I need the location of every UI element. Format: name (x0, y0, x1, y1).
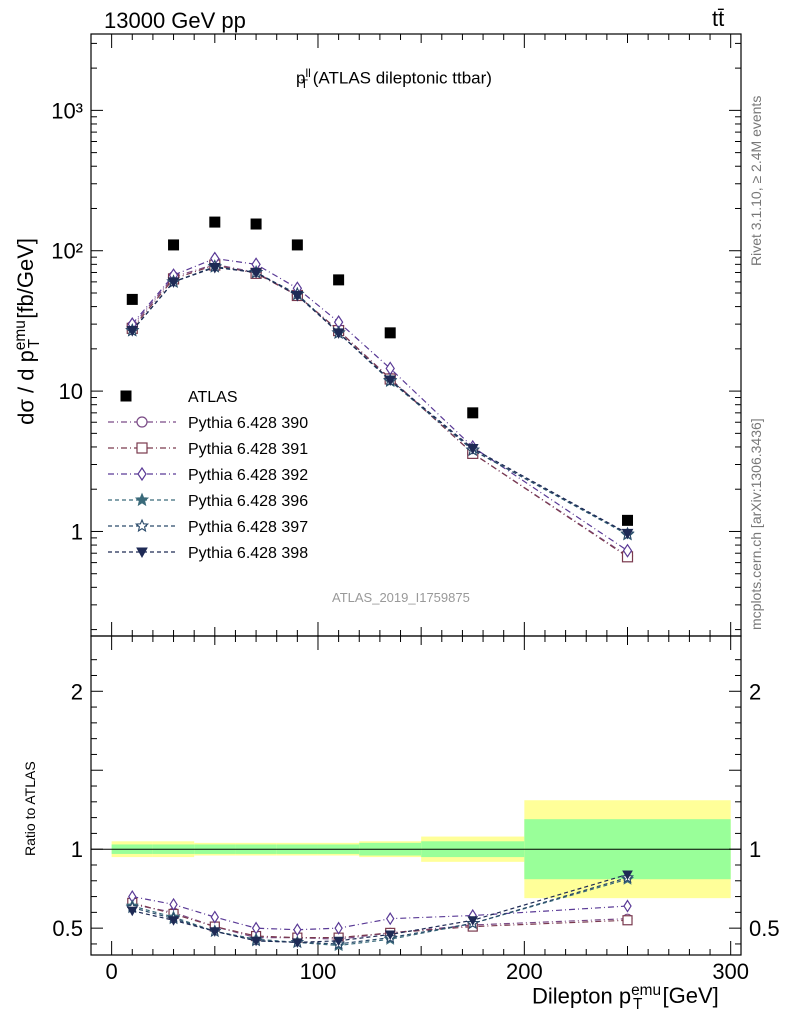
triangle-marker (250, 267, 262, 279)
title-main: p (296, 68, 306, 88)
x-tick-label: 200 (506, 959, 543, 984)
triangle-marker (126, 906, 138, 917)
star-marker (134, 518, 150, 533)
ylabel-sub: T (25, 338, 43, 349)
ratio-y-tick-label-right: 2 (749, 679, 761, 704)
data-point (384, 327, 396, 339)
triangle-marker (250, 936, 262, 947)
main-y-tick-label: 10² (51, 239, 83, 264)
x-tick-label: 0 (106, 959, 118, 984)
main-y-tick-label: 1 (71, 519, 83, 544)
diamond-marker (385, 912, 395, 926)
square-marker (136, 442, 148, 454)
data-point (333, 274, 345, 286)
diamond-marker (210, 910, 220, 924)
legend: ATLAS Pythia 6.428 390 Pythia 6.428 391 Pyt… (108, 389, 308, 562)
ratio-y-tick-label: 1 (71, 837, 83, 862)
triangle-marker (384, 930, 396, 940)
legend-series-label: Pythia 6.428 391 (188, 441, 308, 458)
x-tick-label: 100 (300, 959, 337, 984)
triangle-marker (126, 326, 139, 337)
rivet-label: Rivet 3.1.10, ≥ 2.4M events (748, 95, 764, 266)
triangle-marker (466, 444, 479, 455)
main-y-tick-label: 10³ (51, 98, 83, 123)
triangle-marker (332, 328, 345, 339)
ratio-panel-frame (90, 635, 742, 956)
main-panel-series (125, 216, 635, 563)
data-point (250, 218, 262, 230)
circle-marker (136, 416, 148, 428)
analysis-id: ATLAS_2019_I1759875 (332, 590, 470, 605)
main-y-axis-label: dσ / d pemuT [fb/GeV] (12, 238, 44, 425)
diamond-marker (137, 466, 147, 482)
diamond-marker (293, 923, 302, 937)
chart-axes: 1 10 10² 10³ 0.5 0.5 1 1 2 2 0 100 200 300 (51, 33, 780, 984)
triangle-marker (136, 547, 148, 559)
data-point (168, 239, 180, 251)
data-point (209, 216, 221, 228)
plot-title: pllT (ATLAS dileptonic ttbar) (296, 66, 492, 91)
x-axis-label: Dilepton pemuT [GeV] (532, 982, 719, 1014)
triangle-marker (622, 870, 633, 880)
legend-series-label: Pythia 6.428 392 (188, 467, 308, 484)
xlabel-sup: emu (631, 982, 662, 999)
ratio-panel-series (125, 870, 635, 952)
triangle-marker (333, 936, 344, 947)
ratio-y-axis-label: Ratio to ATLAS (22, 761, 38, 856)
legend-data-marker (120, 390, 132, 402)
triangle-marker (209, 927, 221, 937)
title-sup: ll (305, 66, 311, 80)
ratio-y-tick-label: 0.5 (52, 916, 83, 941)
energy-label: 13000 GeV pp (104, 8, 246, 33)
data-point (467, 407, 479, 419)
square-marker (622, 915, 633, 926)
ratio-y-tick-label-right: 0.5 (749, 916, 780, 941)
legend-series-label: Pythia 6.428 396 (188, 493, 308, 510)
triangle-marker (291, 290, 304, 302)
x-tick-label: 300 (712, 959, 749, 984)
data-point (126, 293, 138, 305)
triangle-marker (384, 375, 397, 387)
triangle-marker (467, 916, 479, 926)
series-line-main (131, 264, 628, 558)
diamond-marker (169, 897, 178, 912)
xlabel-rest: [GeV] (656, 983, 719, 1009)
diamond-marker (385, 361, 395, 376)
triangle-marker (291, 938, 303, 948)
legend-data-label: ATLAS (188, 389, 238, 406)
process-label: tt̄ (712, 6, 725, 31)
ratio-y-tick-label: 2 (71, 679, 83, 704)
diamond-marker (623, 899, 632, 913)
legend-series-label: Pythia 6.428 398 (188, 545, 308, 562)
data-point (291, 239, 303, 251)
triangle-marker (621, 528, 634, 540)
ratio-y-tick-label-right: 1 (749, 837, 761, 862)
data-point (622, 514, 634, 526)
xlabel-main: Dilepton p (532, 983, 632, 1009)
triangle-marker (168, 916, 179, 926)
triangle-marker (208, 262, 221, 274)
diamond-marker (334, 921, 343, 935)
triangle-marker (167, 277, 180, 288)
main-y-tick-label: 10 (59, 379, 83, 404)
ylabel-rest: [fb/GeV] (13, 238, 39, 325)
legend-series-label: Pythia 6.428 397 (188, 519, 308, 536)
ylabel-main: dσ / d p (13, 350, 39, 425)
xlabel-sub: T (633, 995, 643, 1013)
legend-series-label: Pythia 6.428 390 (188, 415, 308, 432)
diamond-marker (622, 543, 633, 558)
title-sub: T (300, 77, 309, 92)
series-line-ratio (132, 895, 628, 931)
title-rest: (ATLAS dileptonic ttbar) (308, 68, 492, 88)
star-marker (134, 492, 150, 507)
mcplots-label: mcplots.cern.ch [arXiv:1306.3436] (748, 418, 764, 630)
series-line-main (131, 263, 628, 557)
